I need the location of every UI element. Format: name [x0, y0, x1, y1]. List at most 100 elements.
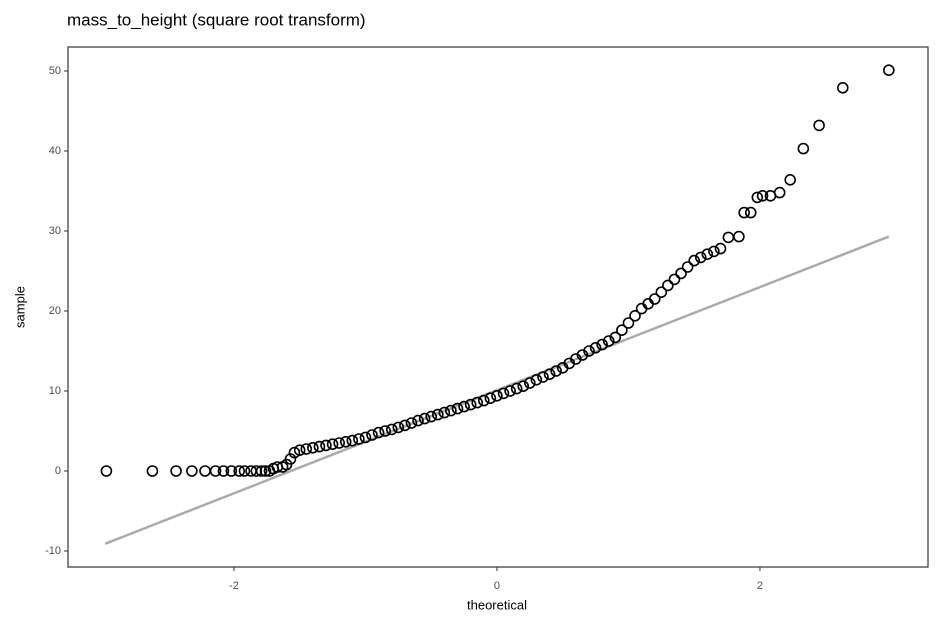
point — [784, 174, 796, 186]
point — [385, 423, 398, 436]
point — [510, 382, 523, 395]
point — [708, 245, 720, 258]
point — [589, 341, 602, 354]
point — [609, 331, 622, 344]
x-tick-label: 2 — [757, 580, 763, 592]
point — [756, 190, 769, 202]
point — [300, 443, 313, 455]
point — [438, 406, 451, 419]
point — [714, 242, 727, 255]
point — [146, 465, 159, 477]
point — [209, 465, 222, 477]
x-tick-label: -2 — [229, 580, 239, 592]
point — [497, 387, 510, 400]
point — [307, 441, 319, 454]
y-tick-label: 20 — [49, 305, 61, 317]
point — [681, 261, 694, 273]
point — [431, 408, 444, 421]
point — [392, 421, 405, 434]
point — [688, 254, 700, 267]
point — [339, 435, 352, 448]
point — [405, 417, 418, 429]
point — [883, 64, 895, 76]
point — [596, 338, 608, 351]
point — [255, 465, 268, 477]
point — [484, 392, 497, 405]
point — [186, 465, 198, 477]
point — [313, 440, 326, 453]
point — [491, 389, 503, 402]
point — [464, 398, 477, 411]
point — [445, 404, 457, 417]
y-tick-label: 40 — [49, 145, 61, 157]
plot-panel — [67, 46, 929, 568]
point — [530, 373, 543, 386]
y-tick-label: 0 — [55, 465, 61, 477]
point — [238, 465, 251, 477]
point — [320, 439, 332, 452]
point — [543, 368, 556, 381]
point — [738, 206, 750, 219]
point — [353, 433, 365, 445]
y-tick-label: 30 — [49, 225, 61, 237]
point — [293, 444, 306, 457]
point — [233, 465, 246, 477]
point — [751, 191, 764, 204]
point — [372, 426, 385, 439]
point — [259, 465, 272, 477]
point — [412, 414, 424, 427]
point — [359, 431, 372, 444]
point — [616, 324, 628, 337]
point — [418, 412, 431, 425]
point — [602, 335, 615, 347]
point — [629, 309, 641, 322]
point — [346, 434, 359, 447]
x-tick-label: 0 — [494, 580, 500, 592]
point — [451, 402, 464, 415]
point — [537, 371, 549, 383]
point — [550, 365, 562, 377]
point — [517, 380, 530, 393]
point — [622, 317, 635, 329]
point — [813, 119, 825, 132]
point — [379, 425, 391, 437]
chart-title: mass_to_height (square root transform) — [67, 10, 366, 29]
point — [648, 293, 661, 305]
y-tick-label: -10 — [45, 545, 61, 557]
point — [733, 230, 745, 243]
point — [399, 419, 411, 432]
point — [458, 400, 470, 413]
point — [366, 429, 378, 441]
point — [836, 82, 849, 94]
point — [100, 465, 113, 477]
y-tick-label: 50 — [49, 65, 61, 77]
y-axis-label: sample — [12, 286, 27, 328]
point — [583, 345, 595, 357]
point — [288, 446, 301, 459]
point — [471, 396, 484, 409]
point — [217, 465, 230, 477]
point — [797, 142, 810, 155]
point — [668, 273, 681, 286]
point — [675, 267, 687, 280]
x-axis-label: theoretical — [467, 597, 527, 612]
point — [744, 206, 757, 219]
point — [199, 465, 211, 477]
point — [333, 437, 345, 449]
point — [425, 410, 437, 423]
point — [225, 465, 238, 477]
point — [504, 385, 516, 397]
point — [524, 377, 536, 389]
point — [326, 438, 339, 451]
point — [773, 186, 786, 199]
point — [477, 394, 490, 407]
y-tick-label: 10 — [49, 385, 61, 397]
point — [701, 248, 714, 260]
point — [722, 231, 735, 244]
point — [655, 286, 668, 299]
point — [284, 453, 297, 465]
point — [662, 279, 674, 292]
point — [694, 251, 707, 264]
point — [170, 465, 182, 477]
